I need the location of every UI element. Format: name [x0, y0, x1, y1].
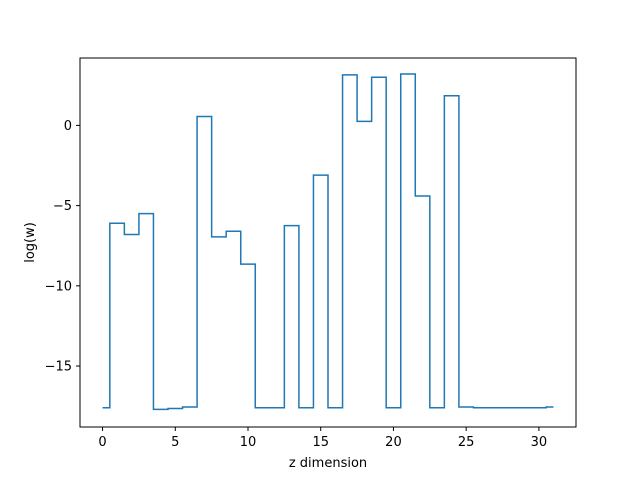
y-tick-label: −15 [45, 360, 72, 375]
x-tick-label: 15 [312, 435, 329, 450]
axes-frame [79, 57, 577, 428]
y-axis-ticks: 0 −5 −10 −15 [45, 119, 80, 375]
y-tick-label: −5 [53, 199, 72, 214]
y-tick-label: −10 [45, 279, 72, 294]
x-tick-label: 0 [98, 435, 106, 450]
y-axis-label: log(w) [23, 222, 38, 263]
x-tick-label: 25 [458, 435, 475, 450]
x-tick-label: 5 [171, 435, 179, 450]
x-axis-label: z dimension [289, 456, 367, 471]
x-tick-label: 30 [531, 435, 548, 450]
series-layer [102, 73, 554, 411]
x-tick-label: 10 [240, 435, 257, 450]
x-tick-label: 20 [385, 435, 402, 450]
y-tick-label: 0 [64, 119, 72, 134]
series-line-0 [102, 73, 554, 411]
x-axis-ticks: 0 5 10 15 20 25 30 [98, 427, 547, 450]
